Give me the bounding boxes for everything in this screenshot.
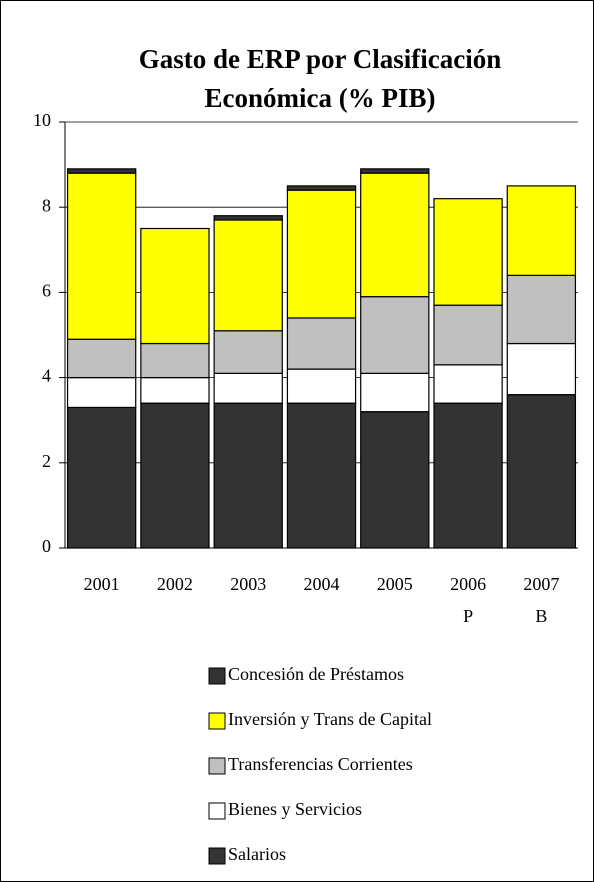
legend-swatch (208, 667, 226, 685)
x-tick-label: 2006 P (450, 574, 486, 626)
legend-label: Transferencias Corrientes (228, 754, 413, 774)
bar-segment (433, 304, 503, 366)
legend-swatch (208, 712, 226, 730)
x-tick-label: 2003 (230, 574, 266, 594)
bar-segment (286, 317, 357, 370)
bar-segment (66, 377, 137, 409)
x-tick-label: 2007 B (523, 574, 559, 626)
bar-segment (286, 368, 357, 404)
bar-segment (66, 338, 137, 379)
legend-swatch (208, 847, 226, 865)
bar-segment (286, 185, 357, 191)
legend-swatch (208, 802, 226, 820)
y-tick-label: 4 (42, 366, 51, 386)
bar-segment (360, 168, 430, 174)
x-tick-label-line: 2007 (523, 574, 559, 594)
bar-segment (66, 168, 137, 174)
bar-segment (66, 172, 137, 340)
chart-title: Económica (% PIB) (205, 83, 436, 113)
bar-segment (213, 330, 283, 374)
y-tick-label: 6 (42, 281, 51, 301)
x-tick-label: 2004 (304, 574, 340, 594)
y-tick-label: 8 (42, 195, 51, 215)
y-tick-label: 10 (33, 110, 51, 130)
legend-label: Concesión de Préstamos (228, 664, 404, 684)
bar-segment (213, 402, 283, 549)
bar-segment (360, 296, 430, 374)
bar-segment (433, 402, 503, 549)
bar-segment (506, 342, 577, 396)
bar-segment (140, 377, 210, 404)
legend-swatch (208, 757, 226, 775)
bar-segment (140, 342, 210, 379)
bar-segment (433, 198, 503, 306)
bar-segment (140, 402, 210, 549)
bar-segment (286, 402, 357, 549)
x-tick-label: 2005 (377, 574, 413, 594)
legend-label: Salarios (228, 844, 286, 864)
bar-segment (506, 274, 577, 345)
x-tick-label-line: 2006 (450, 574, 486, 594)
bar-segment (140, 227, 210, 345)
bar-segment (360, 372, 430, 413)
bar-segment (360, 172, 430, 298)
bar-segment (213, 219, 283, 332)
x-tick-label: 2002 (157, 574, 193, 594)
legend-label: Inversión y Trans de Capital (228, 709, 432, 729)
bar-segment (433, 364, 503, 404)
y-tick-label: 2 (42, 451, 51, 471)
chart-title: Gasto de ERP por Clasificación (139, 44, 502, 74)
y-tick-label: 0 (42, 536, 51, 556)
bar-segment (506, 185, 577, 276)
bar-segment (360, 411, 430, 549)
bar-segment (286, 189, 357, 319)
x-tick-label-line: B (535, 606, 547, 626)
x-tick-label-line: P (463, 606, 473, 626)
legend-label: Bienes y Servicios (228, 799, 362, 819)
bar-segment (213, 372, 283, 404)
bar-segment (66, 406, 137, 549)
x-tick-label: 2001 (84, 574, 120, 594)
bar-segment (506, 394, 577, 549)
bar-segment (213, 215, 283, 221)
